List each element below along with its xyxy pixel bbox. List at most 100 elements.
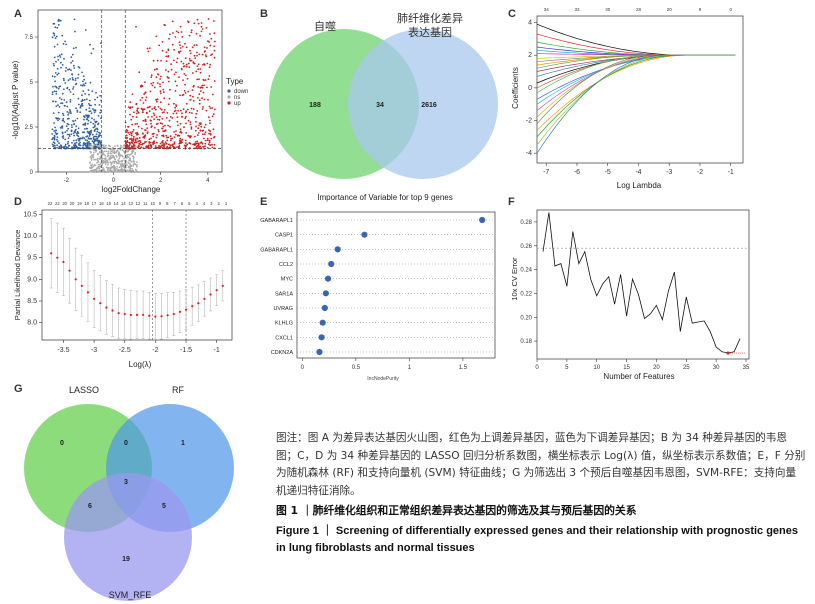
volcano-point-up <box>178 76 180 78</box>
volcano-point-down <box>51 36 54 39</box>
volcano-point-up <box>196 78 199 81</box>
volcano-point-up <box>138 143 141 145</box>
cv-top-label-2: 20 <box>62 201 67 206</box>
volcano-point-down <box>56 73 59 76</box>
volcano-point-up <box>130 134 133 137</box>
volcano-point-up <box>162 134 165 137</box>
volcano-point-up <box>184 145 187 148</box>
cv-top-label-24: 1 <box>225 201 228 206</box>
volcano-point-ns <box>92 165 95 168</box>
volcano-point-up <box>150 76 153 79</box>
volcano-point-down <box>63 79 65 82</box>
volcano-point-down <box>85 147 88 150</box>
volcano-point-up <box>146 47 149 50</box>
volcano-point-ns <box>93 151 95 154</box>
volcano-point-up <box>211 143 213 146</box>
volcano-point-down <box>64 40 66 43</box>
venn-label-fibrosis-line2: 表达基因 <box>408 25 452 39</box>
volcano-point-ns <box>110 150 113 153</box>
volcano-point-up <box>189 52 192 55</box>
volcano-point-up <box>163 97 166 100</box>
venn-count-overlap: 34 <box>376 102 384 109</box>
volcano-point-up <box>156 141 158 144</box>
volcano-point-up <box>167 80 170 83</box>
volcano-point-ns <box>128 170 130 173</box>
volcano-point-up <box>146 112 148 115</box>
volcano-point-up <box>203 133 206 136</box>
volcano-point-ns <box>118 155 121 158</box>
volcano-point-down <box>51 143 54 146</box>
volcano-point-up <box>159 142 162 145</box>
volcano-point-up <box>152 132 155 135</box>
volcano-point-down <box>56 43 59 46</box>
volcano-point-up <box>188 111 191 114</box>
volcano-point-down <box>93 118 95 121</box>
volcano-point-up <box>197 144 200 147</box>
volcano-point-up <box>209 130 212 133</box>
volcano-point-up <box>153 142 156 145</box>
volcano-point-ns <box>104 157 107 159</box>
volcano-point-down <box>77 77 79 79</box>
volcano-point-down <box>53 45 56 48</box>
volcano-point-down <box>61 112 64 115</box>
volcano-point-ns <box>134 163 137 166</box>
legend-up-swatch <box>227 101 231 105</box>
volcano-point-ns <box>108 144 110 147</box>
volcano-point-up <box>208 129 210 132</box>
volcano-point-down <box>72 120 75 123</box>
volcano-point-down <box>89 81 92 84</box>
volcano-point-down <box>96 123 99 126</box>
volcano-point-down <box>87 122 89 125</box>
volcano-point-up <box>204 139 207 142</box>
volcano-point-ns <box>120 160 122 163</box>
volcano-point-down <box>56 146 58 149</box>
volcano-point-up <box>144 135 146 138</box>
volcano-point-ns <box>106 169 109 172</box>
cv-top-label-9: 14 <box>114 201 119 206</box>
volcano-point-ns <box>102 166 104 169</box>
volcano-point-down <box>91 140 94 143</box>
volcano-point-up <box>197 132 200 134</box>
cv-point <box>86 291 90 294</box>
volcano-point-up <box>186 108 189 111</box>
volcano-point-up <box>196 110 199 112</box>
volcano-point-down <box>79 141 81 144</box>
volcano-point-up <box>148 138 151 141</box>
volcano-point-down <box>86 139 88 142</box>
volcano-point-ns <box>136 165 138 168</box>
volcano-point-ns <box>103 150 106 153</box>
volcano-point-up <box>198 93 201 96</box>
volcano-point-ns <box>93 149 95 151</box>
volcano-point-up <box>204 131 207 134</box>
volcano-point-up <box>178 145 181 147</box>
volcano-point-up <box>210 137 213 140</box>
volcano-point-down <box>75 46 77 49</box>
volcano-point-up <box>168 119 171 122</box>
rf-gene-label-9: CDKN2A <box>271 350 294 356</box>
volcano-point-up <box>179 44 181 46</box>
cv-top-label-22: 3 <box>210 201 213 206</box>
volcano-point-ns <box>113 150 116 153</box>
volcano-point-down <box>77 135 80 138</box>
cv-top-label-6: 17 <box>92 201 97 206</box>
volcano-point-up <box>156 134 158 136</box>
rf-xtick-label-3: 1.5 <box>459 365 468 371</box>
volcano-point-up <box>154 108 157 111</box>
lasso-top-label-6: 0 <box>729 7 732 12</box>
volcano-point-up <box>145 96 148 99</box>
volcano-point-up <box>195 70 198 73</box>
volcano-point-down <box>53 64 55 67</box>
volcano-point-ns <box>115 151 117 154</box>
volcano-point-up <box>162 88 165 91</box>
volcano-point-ns <box>131 167 134 170</box>
volcano-point-up <box>169 139 172 142</box>
volcano-point-up <box>156 146 159 149</box>
volcano-point-up <box>154 106 156 108</box>
volcano-point-ns <box>101 160 104 163</box>
volcano-ytick-label-3: 7.5 <box>25 35 34 41</box>
volcano-point-ns <box>109 167 112 170</box>
volcano-point-ns <box>132 164 135 167</box>
lasso-coef-path-23 <box>536 54 736 154</box>
volcano-point-up <box>167 77 170 79</box>
lasso-top-label-5: 9 <box>699 7 702 12</box>
